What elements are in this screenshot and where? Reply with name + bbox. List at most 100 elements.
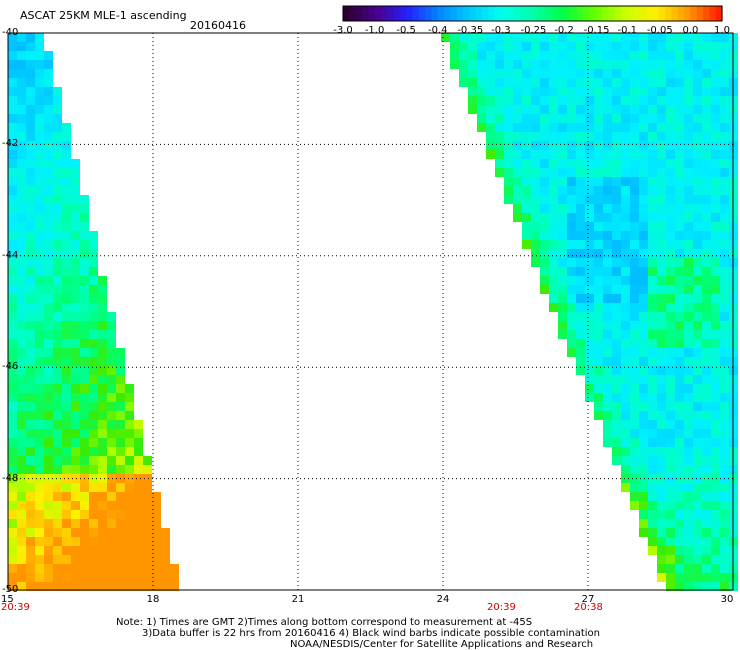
swath-cell: [53, 339, 62, 348]
swath-cell: [702, 429, 711, 438]
swath-cell: [630, 330, 639, 339]
swath-cell: [684, 321, 693, 330]
swath-cell: [684, 555, 693, 564]
swath-cell: [71, 555, 80, 564]
swath-cell: [26, 132, 35, 141]
swath-cell: [621, 303, 630, 312]
swath-cell: [540, 240, 549, 249]
swath-cell: [657, 393, 666, 402]
swath-cell: [585, 114, 594, 123]
swath-cell: [639, 303, 648, 312]
swath-cell: [720, 168, 729, 177]
swath-cell: [612, 222, 621, 231]
swath-cell: [684, 501, 693, 510]
swath-cell: [17, 285, 26, 294]
swath-cell: [26, 339, 35, 348]
swath-cell: [62, 510, 71, 519]
swath-cell: [549, 51, 558, 60]
swath-cell: [639, 42, 648, 51]
swath-cell: [657, 321, 666, 330]
swath-cell: [531, 141, 540, 150]
swath-cell: [53, 474, 62, 483]
swath-cell: [648, 294, 657, 303]
swath-cell: [116, 402, 125, 411]
swath-cell: [648, 546, 657, 555]
swath-cell: [477, 42, 486, 51]
swath-cell: [71, 393, 80, 402]
swath-cell: [675, 159, 684, 168]
swath-cell: [8, 501, 17, 510]
colorbar-tick-label: -0.35: [457, 25, 484, 36]
swath-cell: [693, 258, 702, 267]
swath-cell: [603, 114, 612, 123]
swath-cell: [711, 195, 720, 204]
swath-cell: [630, 339, 639, 348]
swath-cell: [540, 60, 549, 69]
swath-cell: [35, 357, 44, 366]
swath-cell: [44, 321, 53, 330]
swath-cell: [477, 87, 486, 96]
swath-cell: [62, 150, 71, 159]
swath-cell: [684, 51, 693, 60]
swath-cell: [134, 519, 143, 528]
swath-cell: [666, 510, 675, 519]
swath-cell: [549, 186, 558, 195]
swath-cell: [89, 501, 98, 510]
swath-cell: [630, 123, 639, 132]
swath-cell: [522, 87, 531, 96]
swath-cell: [585, 105, 594, 114]
swath-cell: [612, 402, 621, 411]
swath-cell: [540, 267, 549, 276]
swath-cell: [62, 438, 71, 447]
swath-cell: [612, 204, 621, 213]
swath-cell: [495, 168, 504, 177]
swath-cell: [53, 519, 62, 528]
swath-cell: [720, 546, 729, 555]
swath-cell: [44, 582, 53, 591]
swath-cell: [8, 240, 17, 249]
colorbar-segment: [671, 6, 679, 21]
swath-cell: [35, 456, 44, 465]
swath-cell: [44, 366, 53, 375]
swath-cell: [711, 546, 720, 555]
swath-cell: [26, 438, 35, 447]
swath-cell: [585, 357, 594, 366]
swath-cell: [675, 231, 684, 240]
swath-cell: [107, 537, 116, 546]
swath-cell: [531, 213, 540, 222]
colorbar-segment: [519, 6, 527, 21]
swath-cell: [648, 528, 657, 537]
swath-cell: [26, 420, 35, 429]
swath-cell: [657, 186, 666, 195]
swath-cell: [693, 339, 702, 348]
swath-cell: [558, 303, 567, 312]
swath-cell: [44, 240, 53, 249]
swath-cell: [504, 132, 513, 141]
swath-cell: [711, 402, 720, 411]
swath-cell: [666, 69, 675, 78]
swath-cell: [657, 114, 666, 123]
swath-cell: [666, 321, 675, 330]
colorbar-segment: [684, 6, 692, 21]
swath-cell: [35, 465, 44, 474]
swath-cell: [8, 438, 17, 447]
swath-cell: [35, 186, 44, 195]
swath-cell: [531, 69, 540, 78]
swath-cell: [630, 402, 639, 411]
swath-cell: [567, 195, 576, 204]
swath-cell: [603, 384, 612, 393]
swath-cell: [612, 186, 621, 195]
swath-cell: [639, 366, 648, 375]
swath-cell: [71, 384, 80, 393]
swath-cell: [621, 51, 630, 60]
swath-cell: [17, 348, 26, 357]
swath-cell: [161, 555, 170, 564]
swath-cell: [44, 528, 53, 537]
swath-cell: [612, 321, 621, 330]
colorbar-segment: [406, 6, 414, 21]
swath-cell: [621, 222, 630, 231]
swath-cell: [62, 402, 71, 411]
swath-cell: [639, 177, 648, 186]
swath-cell: [621, 294, 630, 303]
swath-cell: [26, 564, 35, 573]
